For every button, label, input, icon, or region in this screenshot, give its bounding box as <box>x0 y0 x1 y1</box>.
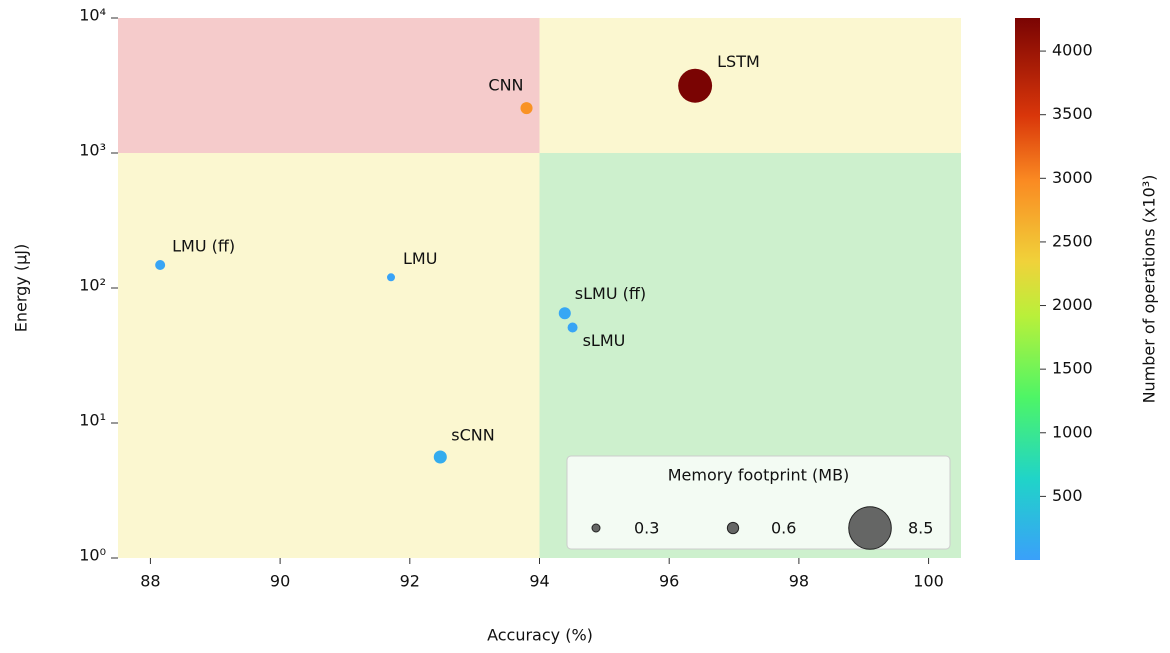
x-tick-label: 98 <box>789 572 809 591</box>
y-tick-label: 10³ <box>79 141 106 160</box>
colorbar-tick-label: 1000 <box>1052 422 1093 441</box>
point-label: LMU (ff) <box>172 237 235 256</box>
colorbar-tick-label: 500 <box>1052 486 1083 505</box>
colorbar-label: Number of operations (x10³) <box>1140 175 1159 404</box>
legend-label: 0.3 <box>634 519 659 538</box>
point <box>433 450 447 464</box>
point <box>678 68 713 103</box>
point-label: LMU <box>403 249 437 268</box>
point <box>387 273 396 282</box>
x-tick-label: 88 <box>140 572 160 591</box>
x-tick-label: 90 <box>270 572 290 591</box>
point-label: CNN <box>488 76 523 95</box>
colorbar-tick-label: 3500 <box>1052 104 1093 123</box>
legend-label: 0.6 <box>771 519 796 538</box>
y-tick-label: 10¹ <box>79 411 106 430</box>
point <box>155 260 166 271</box>
region <box>118 153 540 558</box>
x-tick-label: 100 <box>913 572 944 591</box>
y-tick-label: 10⁰ <box>79 546 106 565</box>
region <box>118 18 540 153</box>
point <box>520 102 533 115</box>
point-label: sLMU <box>583 331 626 350</box>
point <box>558 307 571 320</box>
point-label: sCNN <box>451 425 494 444</box>
legend-marker <box>848 506 892 550</box>
x-tick-label: 92 <box>400 572 420 591</box>
colorbar <box>1015 18 1040 560</box>
x-tick-label: 94 <box>529 572 549 591</box>
point-label: LSTM <box>717 52 760 71</box>
point-label: sLMU (ff) <box>575 284 646 303</box>
y-axis-label: Energy (µJ) <box>12 244 31 332</box>
x-tick-label: 96 <box>659 572 679 591</box>
colorbar-tick-label: 2000 <box>1052 295 1093 314</box>
legend-label: 8.5 <box>908 519 933 538</box>
colorbar-tick-label: 1500 <box>1052 359 1093 378</box>
x-axis-label: Accuracy (%) <box>487 626 593 645</box>
y-tick-label: 10² <box>79 276 106 295</box>
legend-marker <box>726 521 740 535</box>
colorbar-tick-label: 4000 <box>1052 41 1093 60</box>
region <box>539 18 961 153</box>
colorbar-tick-label: 3000 <box>1052 168 1093 187</box>
colorbar-tick-label: 2500 <box>1052 231 1093 250</box>
y-tick-label: 10⁴ <box>79 6 106 25</box>
legend-marker <box>591 523 601 533</box>
point <box>567 322 578 333</box>
legend-title: Memory footprint (MB) <box>668 466 850 485</box>
